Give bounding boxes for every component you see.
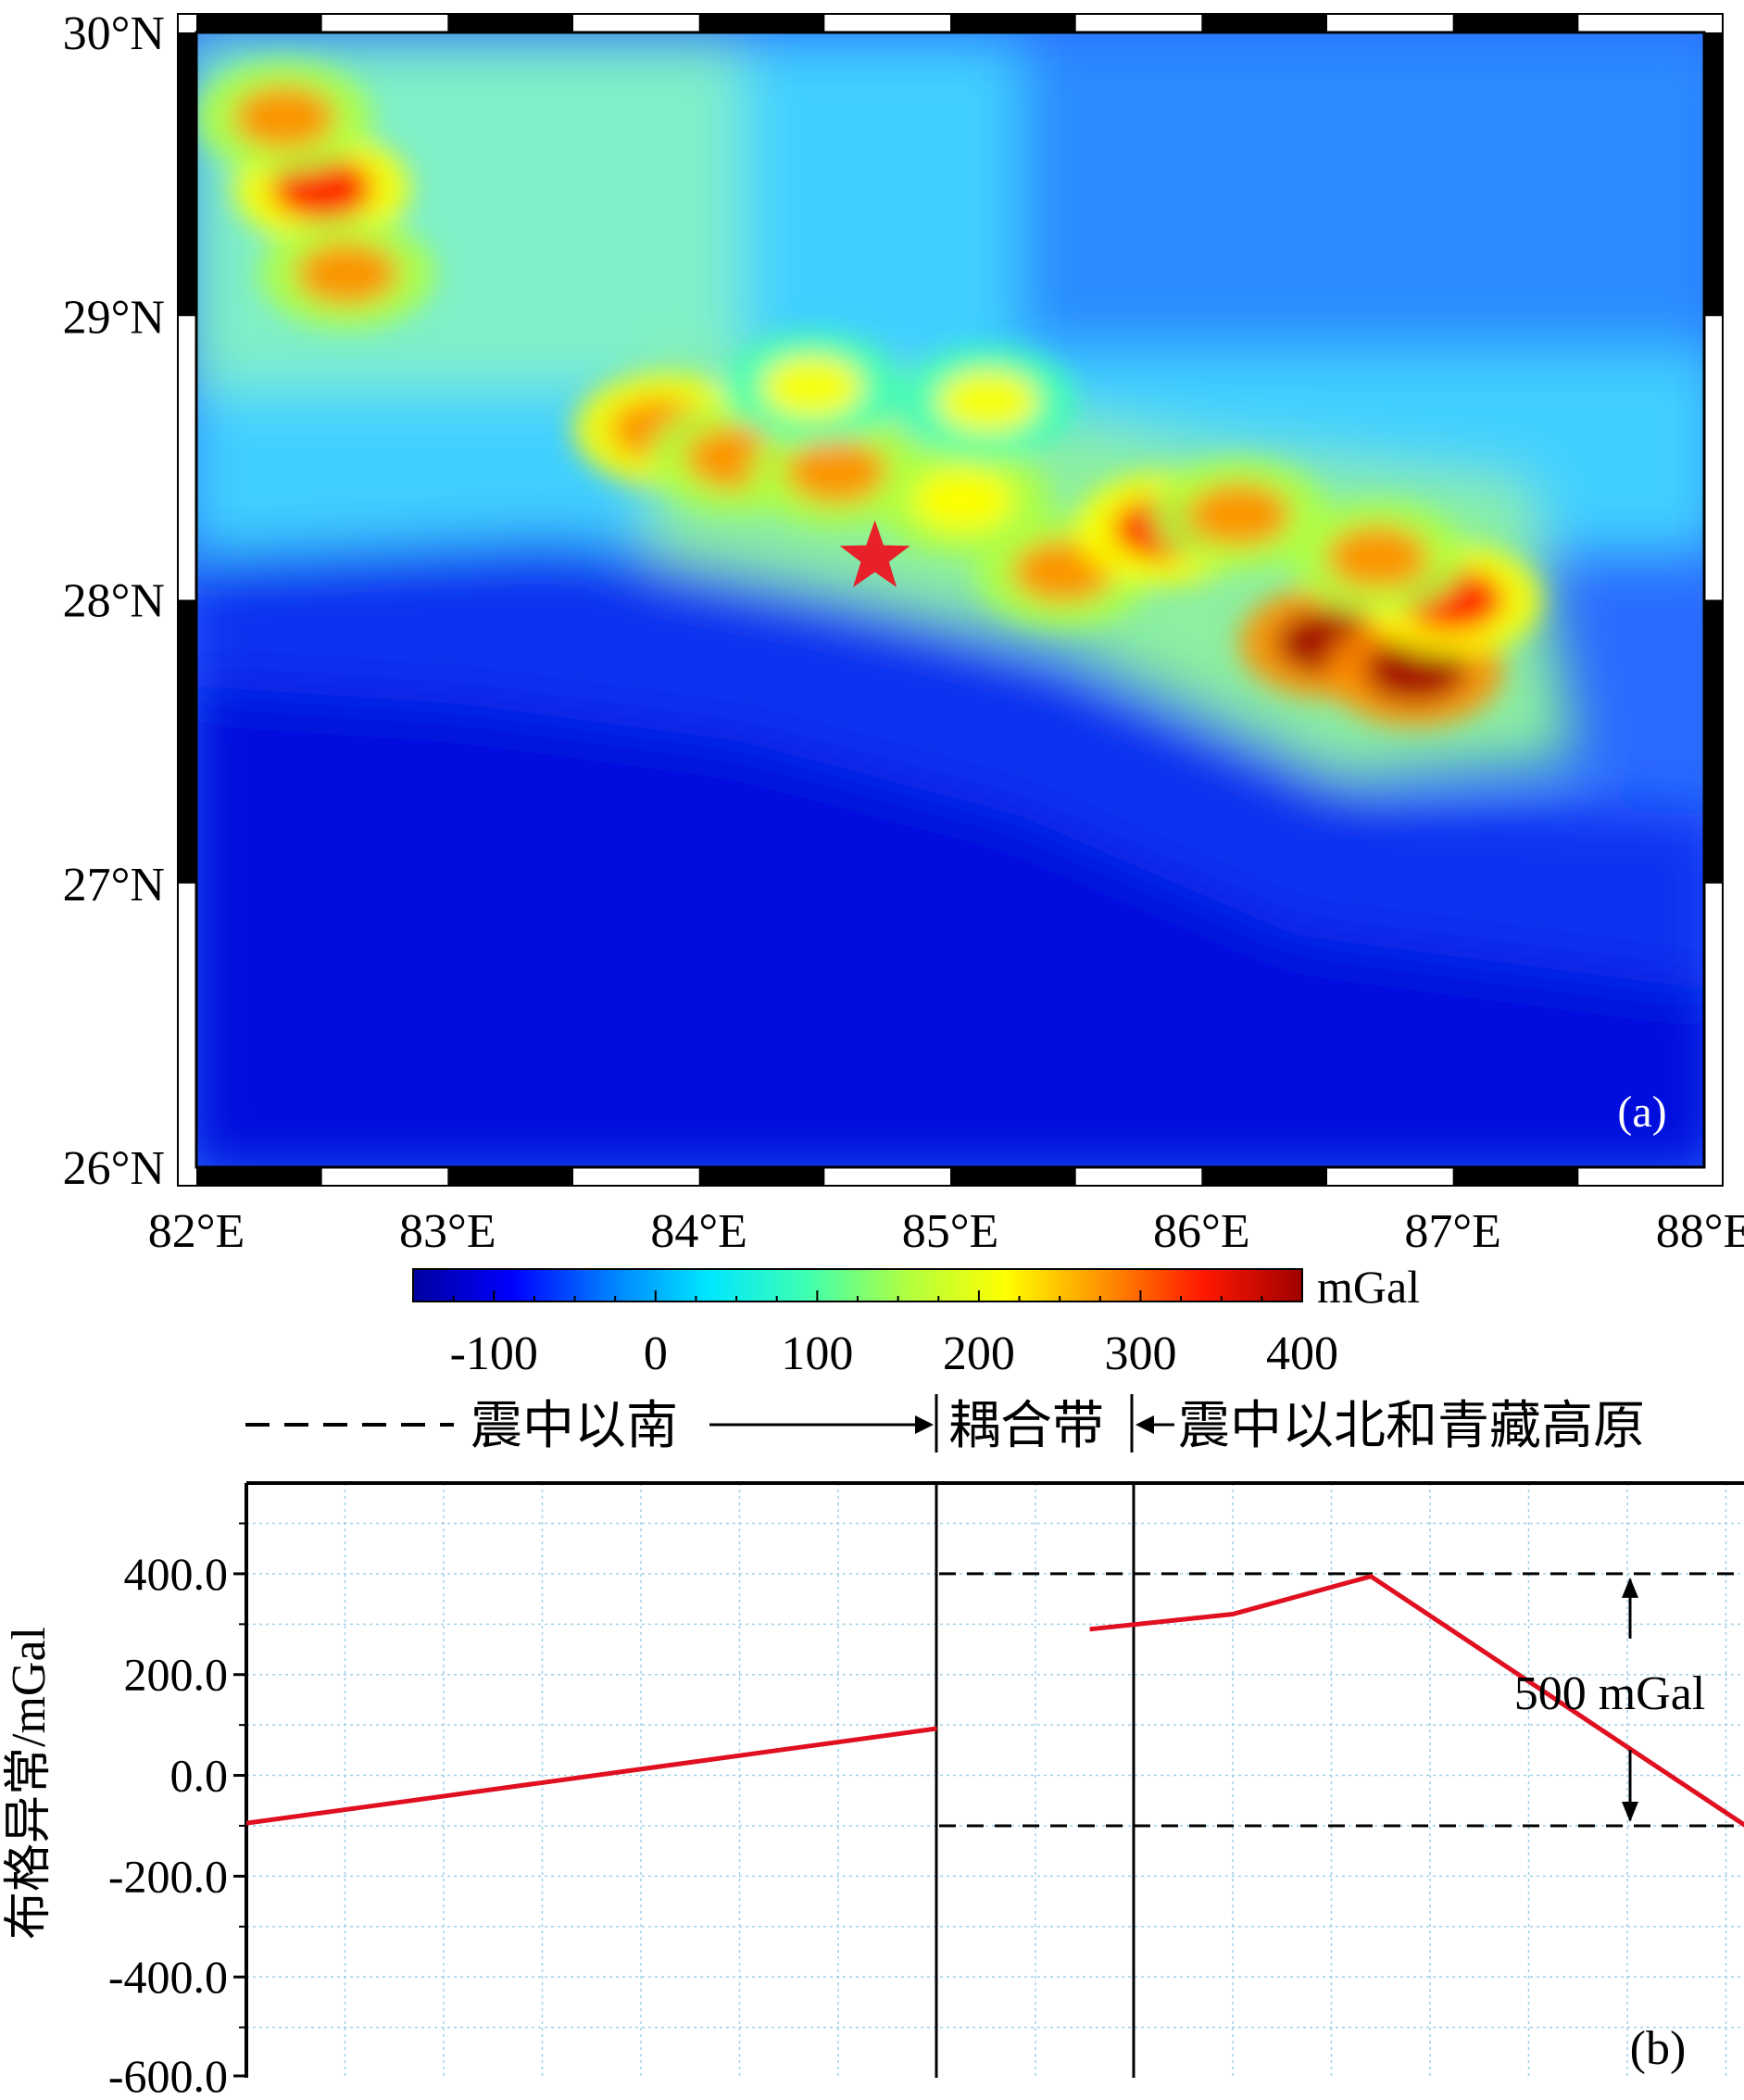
anomaly-highs-layer (196, 61, 1541, 727)
arrow-down-icon (1622, 1801, 1638, 1822)
profile-series (246, 1573, 1744, 1828)
anomaly-high (1326, 525, 1429, 589)
gravity-anomaly-map: 82°E 83°E 84°E 85°E 86°E 87°E 88°E 30°N 29°N 28°… (63, 7, 1744, 1258)
y-tick-label: -600.0 (108, 2050, 228, 2100)
frame-segment (950, 14, 1076, 32)
map-frame (177, 13, 1724, 1187)
y-axis-title: 布格异常/mGal (3, 1627, 56, 1940)
y-tick-label: 0.0 (170, 1750, 229, 1802)
y-tick-label: -400.0 (108, 1951, 228, 2003)
zone-header: 震中以南 耦合带 震中以北和青藏高原 (245, 1394, 1645, 1455)
map-y-tick-label: 27°N (63, 859, 165, 912)
colorbar-tick-label: 200 (943, 1327, 1015, 1380)
anomaly-high (760, 355, 863, 419)
anomaly-high (911, 469, 1014, 533)
frame-segment (1704, 32, 1723, 317)
zone-coupling-label: 耦合带 (948, 1398, 1104, 1455)
y-tick-labels: 400.0 200.0 0.0 -200.0 -400.0 -600.0 (108, 1522, 246, 2100)
map-y-tick-label: 29°N (63, 291, 165, 344)
frame-segment (950, 1167, 1076, 1186)
zone-south-label: 震中以南 (471, 1398, 678, 1455)
map-x-tick-label: 83°E (399, 1205, 496, 1258)
map-y-tick-label: 30°N (63, 7, 165, 60)
frame-segment (1704, 599, 1723, 884)
zone-south-arrow-icon (915, 1415, 934, 1434)
anomaly-high (1188, 483, 1291, 547)
arrow-up-icon (1622, 1577, 1638, 1598)
map-x-tick-label: 88°E (1656, 1205, 1744, 1258)
y-tick-label: 400.0 (124, 1548, 229, 1600)
amplitude-label: 500 mGal (1514, 1667, 1706, 1720)
frame-segment (1452, 14, 1579, 32)
y-tick-label: -200.0 (108, 1850, 228, 1902)
map-x-tick-label: 82°E (148, 1205, 245, 1258)
map-x-tick-label: 86°E (1153, 1205, 1250, 1258)
frame-segment (1201, 14, 1327, 32)
colorbar: -100 0 100 200 300 400 mGal (412, 1261, 1420, 1380)
profile-grid (246, 1483, 1744, 2078)
map-y-tick-label: 26°N (63, 1142, 165, 1195)
frame-segment (178, 599, 196, 884)
frame-segment (1452, 1167, 1579, 1186)
reference-lines (939, 1572, 1744, 1828)
colorbar-ticks: -100 0 100 200 300 400 (412, 1290, 1338, 1380)
anomaly-high (936, 370, 1039, 434)
colorbar-tick-label: 300 (1104, 1327, 1176, 1380)
frame-segment (698, 14, 825, 32)
map-y-tick-label: 28°N (63, 575, 165, 628)
panel-b-label: (b) (1630, 2022, 1687, 2075)
anomaly-high (232, 85, 335, 149)
map-x-tick-labels: 82°E 83°E 84°E 85°E 86°E 87°E 88°E (148, 1205, 1744, 1258)
y-tick-label: 200.0 (124, 1649, 229, 1701)
map-regional-fields (196, 37, 1704, 1167)
bouguer-profile-chart: 400.0 200.0 0.0 -200.0 -400.0 -600.0 500 mGal… (3, 1481, 1744, 2100)
profile-line-north (1089, 1573, 1744, 1828)
frame-segment (698, 1167, 825, 1186)
map-x-tick-label: 87°E (1404, 1205, 1501, 1258)
epicenter-star-icon (839, 520, 910, 587)
zone-north-arrow-icon (1135, 1415, 1154, 1434)
colorbar-unit: mGal (1317, 1261, 1420, 1313)
anomaly-high (1363, 639, 1466, 703)
anomaly-high (785, 440, 888, 504)
anomaly-high (295, 242, 398, 306)
frame-segment (196, 1167, 322, 1186)
frame-segment (1201, 1167, 1327, 1186)
anomaly-high (270, 157, 373, 220)
colorbar-tick-label: 0 (644, 1327, 668, 1380)
panel-a-label: (a) (1617, 1088, 1666, 1137)
map-y-tick-labels: 30°N 29°N 28°N 27°N 26°N (63, 7, 165, 1195)
colorbar-tick-label: 100 (781, 1327, 853, 1380)
map-x-tick-label: 84°E (650, 1205, 747, 1258)
colorbar-tick-label: -100 (450, 1327, 538, 1380)
profile-line-south (246, 1726, 937, 1826)
amplitude-annotation: 500 mGal (1514, 1577, 1706, 1822)
frame-segment (196, 14, 322, 32)
map-x-tick-label: 85°E (902, 1205, 999, 1258)
zone-north-label: 震中以北和青藏高原 (1178, 1398, 1645, 1455)
colorbar-tick-label: 400 (1266, 1327, 1338, 1380)
frame-segment (447, 14, 573, 32)
frame-segment (447, 1167, 573, 1186)
frame-segment (178, 32, 196, 317)
